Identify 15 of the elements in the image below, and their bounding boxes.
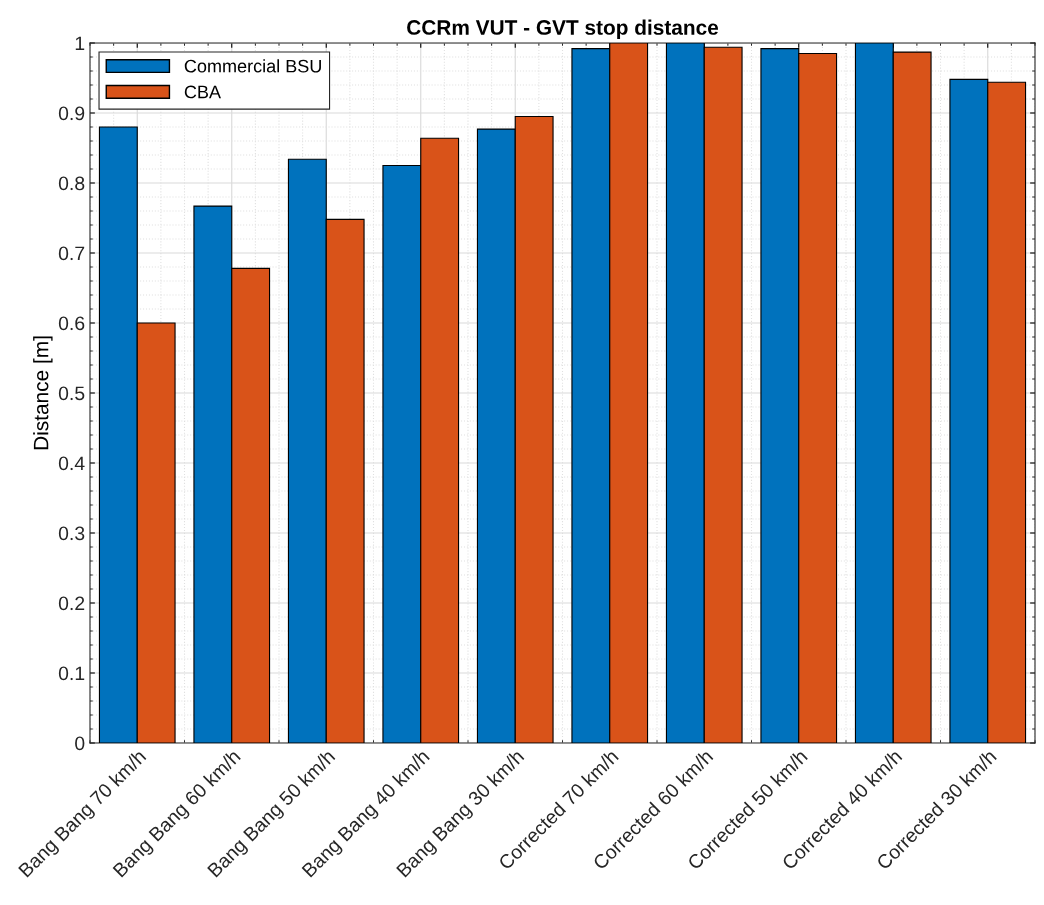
y-tick-label: 0.9 [58,106,85,121]
y-tick-label: 0.7 [58,246,85,261]
y-tick-label: 0.4 [58,456,85,471]
y-axis-title: Distance [m] [33,336,53,450]
y-tick-label: 0.1 [58,666,85,681]
y-tick-label: 0.6 [58,316,85,331]
y-tick-label: 0.2 [58,596,85,611]
y-tick-label: 0 [75,736,85,751]
y-tick-label: 0.5 [58,386,85,401]
y-tick-label: 0.8 [58,176,85,191]
chart-title: CCRm VUT - GVT stop distance [407,19,719,39]
legend-label: Commercial BSU [184,59,321,73]
y-tick-label: 0.3 [58,526,85,541]
legend-label: CBA [184,85,221,99]
y-tick-label: 1 [75,36,85,51]
